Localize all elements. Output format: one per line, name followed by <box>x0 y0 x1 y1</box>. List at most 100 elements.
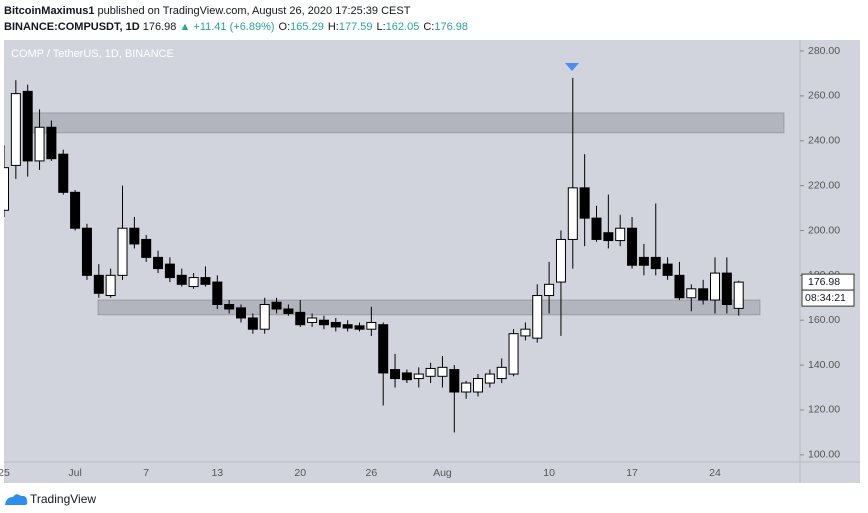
x-tick-label: 25 <box>0 467 10 479</box>
candle-body <box>437 366 448 377</box>
y-tick-label: 140.00 <box>808 359 840 371</box>
ohlc-value: 177.59 <box>339 21 373 33</box>
ohlc-value: 162.05 <box>386 21 420 33</box>
author: BitcoinMaximus1 <box>4 5 94 17</box>
last-price: 176.98 <box>143 21 177 33</box>
chart-title: COMP / TetherUS, 1D, BINANCE <box>11 48 174 60</box>
ohlc-key: C: <box>423 21 434 33</box>
y-tick-label: 240.00 <box>808 135 840 147</box>
plot <box>4 77 785 433</box>
candle-body <box>721 272 732 306</box>
symbol: BINANCE:COMPUSDT, 1D <box>4 21 140 33</box>
candle-body <box>627 227 638 266</box>
header-line-2: BINANCE:COMPUSDT, 1D 176.98 ▲ +11.41 (+6… <box>4 21 468 33</box>
countdown: 08:34:21 <box>805 292 846 304</box>
candle-body <box>81 227 92 276</box>
y-tick-label: 160.00 <box>808 314 840 326</box>
candle-body <box>508 333 519 375</box>
candle-body <box>484 373 495 384</box>
candle-body <box>22 90 33 162</box>
candle-body <box>686 288 697 299</box>
change: ▲ +11.41 (+6.89%) <box>179 21 274 33</box>
candle-body <box>4 167 9 211</box>
candle-body <box>188 277 199 288</box>
x-tick-label: 26 <box>366 467 378 479</box>
candle-body <box>567 187 578 240</box>
candle-body <box>153 256 164 270</box>
y-tick-label: 200.00 <box>808 224 840 236</box>
x-tick-label: 17 <box>626 467 638 479</box>
zone <box>29 112 785 134</box>
candle-body <box>449 369 460 393</box>
candle-body <box>330 321 341 328</box>
candle-body <box>58 153 69 193</box>
ohlc-key: L: <box>376 21 385 33</box>
candle-body <box>176 274 187 285</box>
candle-body <box>105 274 116 297</box>
candle-body <box>164 263 175 279</box>
ohlc-key: H: <box>328 21 339 33</box>
candle-body <box>401 372 412 381</box>
ohlc-value: 165.29 <box>290 21 324 33</box>
candle-body <box>354 325 365 330</box>
candle-body <box>544 283 555 297</box>
y-tick-label: 120.00 <box>808 404 840 416</box>
candle-body <box>532 295 543 339</box>
ohlc-key: O: <box>279 21 291 33</box>
candle-body <box>366 321 377 330</box>
candle-body <box>307 317 318 323</box>
chart-background <box>4 40 860 483</box>
candle-body <box>200 277 211 285</box>
candle-body <box>473 378 483 393</box>
candle-body <box>34 126 45 162</box>
zone <box>97 299 761 316</box>
candle-body <box>318 319 329 326</box>
candle-body <box>413 373 424 380</box>
published: published on TradingView.com, August 26,… <box>98 5 411 17</box>
candle-body <box>342 324 353 329</box>
x-tick-label: 7 <box>143 467 149 479</box>
candle-body <box>638 256 649 266</box>
x-tick-label: 20 <box>294 467 306 479</box>
candle-body <box>70 191 81 229</box>
candle-body <box>224 304 235 310</box>
ohlc-value: 176.98 <box>434 21 468 33</box>
candle-body <box>674 274 685 299</box>
candle-body <box>555 238 566 283</box>
candle-body <box>662 263 673 276</box>
y-tick-label: 280.00 <box>808 45 840 57</box>
x-tick-label: Aug <box>433 467 452 479</box>
candle-body <box>591 217 602 240</box>
price-label: 176.98 <box>808 276 840 288</box>
candle-body <box>259 304 270 330</box>
candle-body <box>425 367 436 377</box>
candle-body <box>236 307 246 319</box>
y-tick-label: 220.00 <box>808 179 840 191</box>
candle-body <box>461 382 472 393</box>
candle-body <box>46 126 57 160</box>
candle-body <box>710 272 720 301</box>
candle-body <box>295 311 306 326</box>
x-tick-label: 10 <box>543 467 555 479</box>
candle-body <box>283 308 294 314</box>
signal-marker <box>565 63 579 71</box>
candle-body <box>378 324 389 374</box>
candle-body <box>496 366 507 380</box>
x-tick-label: 24 <box>709 467 721 479</box>
candle-body <box>733 281 744 309</box>
x-tick-label: 13 <box>211 467 223 479</box>
candle-body <box>271 301 282 310</box>
header-line-1: BitcoinMaximus1 published on TradingView… <box>4 5 411 17</box>
logo <box>5 494 28 505</box>
candle-body <box>603 232 614 242</box>
candle-body <box>698 288 709 301</box>
y-tick-label: 100.00 <box>808 449 840 461</box>
brand: TradingView <box>30 492 96 506</box>
axes: 100.00120.00140.00160.00180.00200.00220.… <box>0 45 855 479</box>
candle-body <box>579 187 590 219</box>
candle-body <box>129 227 140 245</box>
countdown-box <box>801 289 855 307</box>
candle-body <box>520 328 531 337</box>
candle-body <box>650 256 661 270</box>
